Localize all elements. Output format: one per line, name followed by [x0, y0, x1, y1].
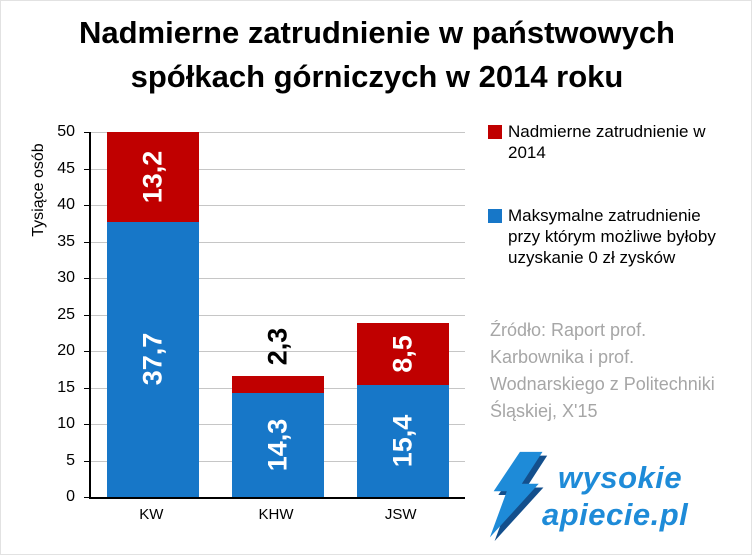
bar-value-label: 14,3 [262, 418, 293, 472]
gridline [91, 168, 465, 170]
x-axis-category-label: KHW [258, 506, 294, 523]
bar-segment: 15,4 [356, 384, 449, 497]
legend-swatch-blue [488, 209, 502, 223]
axis-tickmark [84, 241, 91, 243]
bar-value-label: 37,7 [137, 333, 168, 386]
gridline [91, 351, 465, 352]
y-axis-tick-label: 25 [57, 305, 75, 323]
y-axis-tick-label: 45 [57, 159, 75, 177]
chart-title-line1: Nadmierne zatrudnienie w państwowych [78, 15, 675, 50]
y-axis-tick-label: 35 [57, 232, 75, 250]
bar-KW: 37,7 13,2 [107, 132, 200, 497]
logo-text-apiecie: apiecie.pl [542, 496, 689, 532]
axis-tickmark [84, 278, 91, 279]
axis-tickmark [84, 497, 91, 498]
chart-title: Nadmierne zatrudnienie w państwowych spó… [1, 11, 751, 99]
gridline [91, 205, 465, 206]
x-axis-category-labels: KW KHW JSW [89, 506, 463, 528]
axis-tickmark [84, 424, 91, 425]
axis-tickmark [84, 387, 91, 389]
lightning-bolt-icon [489, 451, 548, 542]
bar-KHW: 14,3 2,3 [232, 132, 324, 497]
y-axis-tick-label: 30 [57, 269, 75, 286]
bar-segment: 37,7 [107, 221, 200, 497]
y-axis-tick-label: 40 [57, 196, 75, 213]
axis-tickmark [84, 314, 91, 316]
bar-segment: 8,5 [356, 322, 449, 385]
axis-tickmark [84, 168, 91, 170]
y-axis-tick-label: 10 [57, 415, 75, 432]
y-axis-tick-labels: 0 5 10 15 20 25 30 35 40 45 50 [37, 123, 81, 505]
bar-JSW: 15,4 8,5 [356, 132, 449, 497]
gridline [91, 278, 465, 279]
axis-tickmark [84, 351, 91, 352]
y-axis-tick-label: 50 [57, 123, 75, 140]
bar-value-label: 2,3 [262, 327, 293, 366]
source-note: Źródło: Raport prof. Karbownika i prof. … [490, 320, 715, 421]
y-axis-tick-label: 0 [66, 488, 75, 505]
axis-tickmark [84, 205, 91, 206]
bar-segment: 2,3 [232, 328, 324, 393]
logo-text-wysokie: wysokie [558, 459, 683, 495]
gridline [91, 314, 465, 316]
legend-label-max: Maksymalne zatrudnienie przy którym możl… [508, 206, 716, 267]
y-axis-tick-label: 5 [66, 451, 75, 469]
y-axis-tick-label: 15 [57, 378, 75, 396]
logo-text: wysokie apiecie.pl [542, 460, 688, 533]
y-axis-tick-label: 20 [57, 342, 75, 359]
axis-tickmark [84, 460, 91, 462]
bar-segment: 14,3 [232, 392, 324, 497]
legend-swatch-red [488, 125, 502, 139]
legend-entry-excess: Nadmierne zatrudnienie w 2014 [488, 121, 746, 163]
x-axis-category-label: KW [139, 506, 164, 523]
gridline [91, 132, 465, 133]
bar-segment: 13,2 [107, 132, 200, 222]
x-axis-category-label: JSW [384, 506, 417, 523]
legend: Nadmierne zatrudnienie w 2014 Maksymalne… [488, 121, 746, 310]
logo-wysokienapiecie: wysokie apiecie.pl [488, 449, 688, 543]
chart-title-line2: spółkach górniczych w 2014 roku [130, 59, 624, 94]
bar-value-label: 13,2 [137, 150, 168, 204]
bar-value-label: 8,5 [387, 334, 418, 373]
gridline [91, 241, 465, 243]
plot-area: 37,7 13,2 14,3 2,3 15,4 8,5 [84, 132, 465, 499]
legend-entry-max: Maksymalne zatrudnienie przy którym możl… [488, 205, 746, 268]
legend-label-excess: Nadmierne zatrudnienie w 2014 [508, 122, 706, 162]
axis-tickmark [84, 132, 91, 133]
bar-value-label: 15,4 [387, 414, 418, 468]
